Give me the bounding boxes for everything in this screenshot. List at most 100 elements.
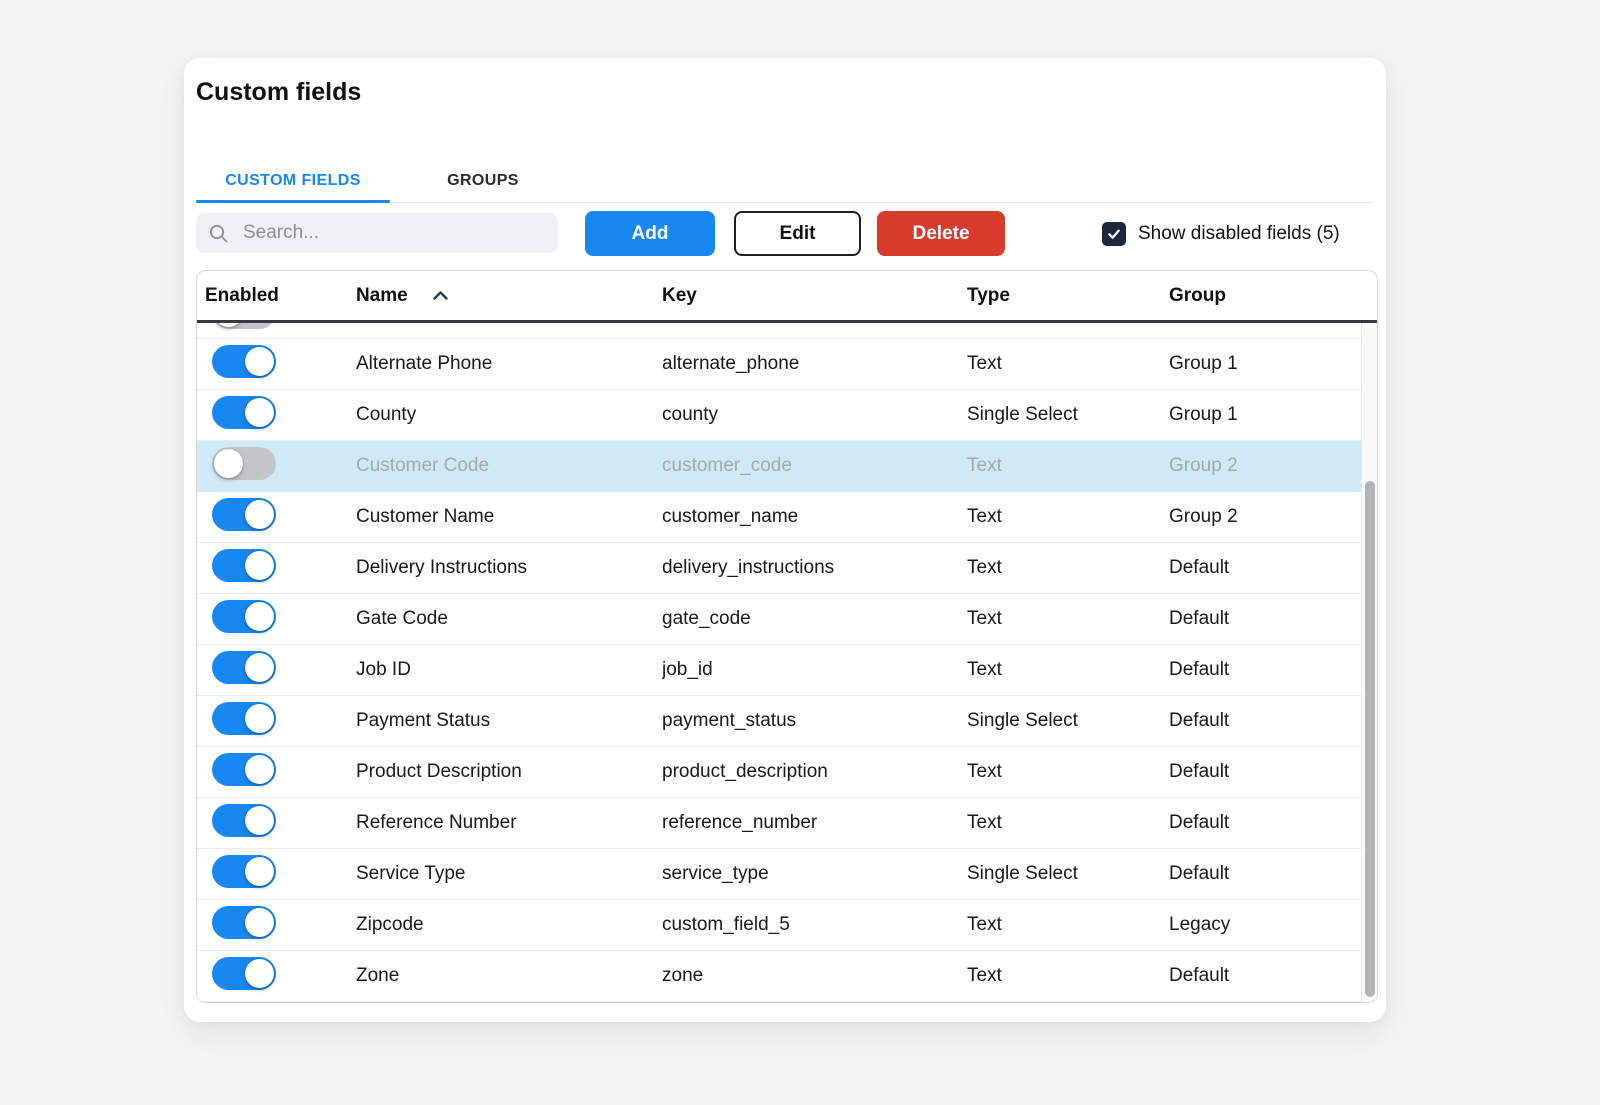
enabled-cell [197,701,356,741]
toggle-knob [245,601,274,631]
row-name: Gate Code [356,608,448,629]
row-type: Text [967,608,1002,629]
row-name: Product Description [356,761,522,782]
row-name: Service Type [356,863,466,884]
header-enabled[interactable]: Enabled [205,284,279,306]
enabled-toggle[interactable] [212,497,276,531]
row-key: custom_field_5 [662,914,790,935]
row-group: Default [1169,812,1230,833]
row-type: Single Select [967,404,1078,425]
page-title: Custom fields [196,78,362,106]
toggle-knob [245,703,274,733]
header-group[interactable]: Group [1169,284,1226,306]
enabled-toggle[interactable] [212,395,276,429]
row-type: Text [967,761,1002,782]
toggle-knob [245,346,274,376]
enabled-cell [197,548,356,588]
row-group: Default [1169,965,1230,986]
row-key: service_type [662,863,769,884]
enabled-toggle[interactable] [212,599,276,633]
table-row[interactable]: Job ID job_id Text Default [197,645,1361,696]
row-key: zone [662,965,704,986]
delete-button[interactable]: Delete [877,211,1005,256]
row-group: Group 2 [1169,455,1238,476]
row-name: Reference Number [356,812,517,833]
toggle-knob [214,448,243,478]
table-row[interactable]: Service Type service_type Single Select Def… [197,849,1361,900]
scrollbar-thumb[interactable] [1365,481,1375,997]
enabled-toggle[interactable] [212,905,276,939]
toggle-knob [245,754,274,784]
enabled-toggle[interactable] [212,650,276,684]
enabled-cell [197,803,356,843]
search-icon [209,224,228,242]
row-type: Text [967,506,1002,527]
toggle-knob [214,323,243,327]
enabled-toggle[interactable] [212,803,276,837]
table-row[interactable]: Alternate Phone alternate_phone Text Group … [197,339,1361,390]
tab-custom-fields[interactable]: CUSTOM FIELDS [196,160,390,203]
row-group: Group 2 [1169,506,1238,527]
table-row[interactable]: Customer Code customer_code Text Group 2 [197,441,1361,492]
table-row[interactable]: County county Single Select Group 1 [197,390,1361,441]
enabled-cell [197,599,356,639]
table-row[interactable]: Customer Name customer_name Text Group 2 [197,492,1361,543]
tab-groups[interactable]: GROUPS [390,160,576,202]
enabled-toggle[interactable] [212,323,276,329]
row-type: Text [967,914,1002,935]
enabled-cell [197,905,356,945]
enabled-toggle[interactable] [212,854,276,888]
vertical-scrollbar[interactable] [1361,323,1377,1002]
row-group: Default [1169,863,1230,884]
table-row[interactable]: Zone zone Text Default [197,951,1361,1002]
toggle-knob [245,397,274,427]
toggle-knob [245,856,274,886]
search-input[interactable] [241,221,546,245]
header-key[interactable]: Key [662,284,697,306]
row-name: Delivery Instructions [356,557,528,578]
show-disabled-checkbox[interactable] [1102,221,1126,246]
enabled-cell [197,854,356,894]
table-row[interactable]: Zipcode custom_field_5 Text Legacy [197,900,1361,951]
row-group: Default [1169,710,1230,731]
row-key: gate_code [662,608,751,629]
enabled-toggle[interactable] [212,344,276,378]
tab-custom-fields-label: CUSTOM FIELDS [225,172,361,189]
enabled-toggle[interactable] [212,956,276,990]
row-key: job_id [662,659,713,680]
row-type: Single Select [967,863,1078,884]
header-type[interactable]: Type [967,284,1010,306]
enabled-toggle[interactable] [212,701,276,735]
sort-ascending-icon [432,290,449,301]
toggle-knob [245,499,274,529]
enabled-toggle[interactable] [212,752,276,786]
toggle-knob [245,958,274,988]
enabled-toggle[interactable] [212,548,276,582]
row-type: Single Select [967,710,1078,731]
row-key: customer_code [662,455,792,476]
row-name: Job ID [356,659,411,680]
table-row[interactable]: Payment Status payment_status Single Selec… [197,696,1361,747]
enabled-toggle[interactable] [212,446,276,480]
row-type: Text [967,557,1002,578]
search-box[interactable] [196,213,558,253]
toggle-knob [245,805,274,835]
row-group: Legacy [1169,914,1231,935]
enabled-cell [197,497,356,537]
header-name[interactable]: Name [356,285,662,307]
table-row[interactable]: Gate Code gate_code Text Default [197,594,1361,645]
enabled-cell [197,344,356,384]
row-group: Default [1169,557,1230,578]
row-group: Default [1169,659,1230,680]
checkmark-icon [1108,229,1120,239]
table-row[interactable]: Reference Number reference_number Text Defa… [197,798,1361,849]
show-disabled-label: Show disabled fields (5) [1138,222,1340,244]
row-key: payment_status [662,710,797,731]
table-row[interactable]: Delivery Instructions delivery_instructio… [197,543,1361,594]
edit-button[interactable]: Edit [734,211,861,256]
table-row[interactable]: Product Description product_description Te… [197,747,1361,798]
row-group: Group 1 [1169,353,1238,374]
show-disabled-fields-control[interactable]: Show disabled fields (5) [1102,211,1340,256]
row-key: delivery_instructions [662,557,835,578]
add-button[interactable]: Add [585,211,715,256]
